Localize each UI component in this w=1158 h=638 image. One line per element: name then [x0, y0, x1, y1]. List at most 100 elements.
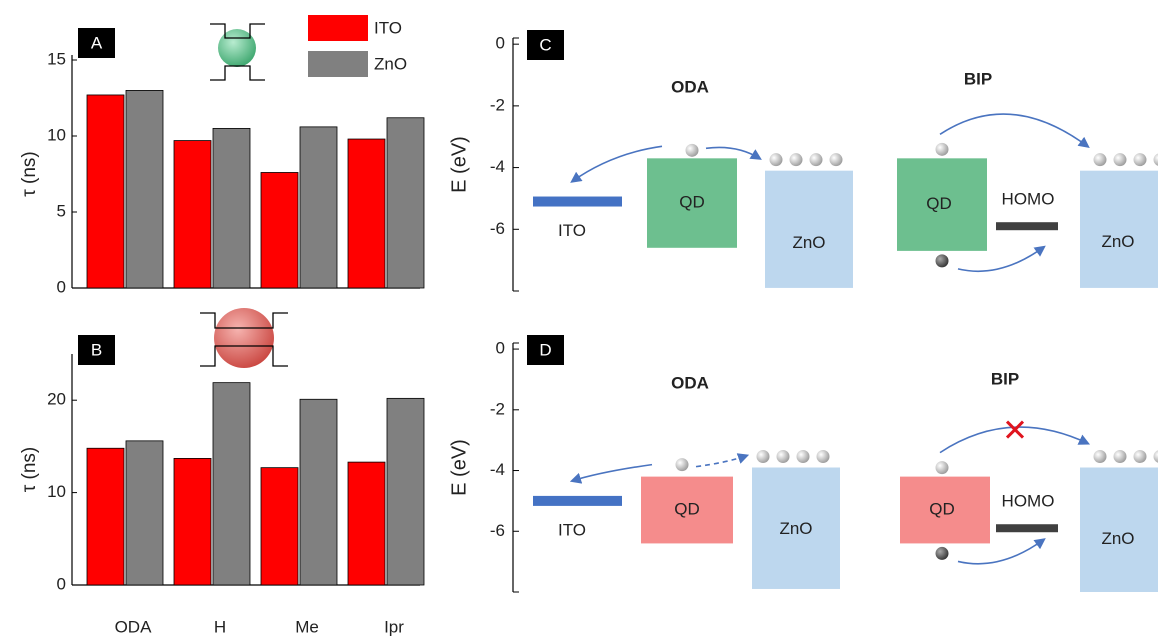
y-tick-label: -4	[490, 157, 505, 176]
qd-label: QD	[926, 194, 952, 213]
x-tick-label: H	[214, 617, 226, 636]
qd-label: QD	[674, 499, 700, 518]
homo-level	[996, 222, 1058, 230]
electron	[676, 458, 689, 471]
bar	[87, 448, 124, 585]
y-tick-label: 10	[47, 125, 66, 144]
electron	[1094, 153, 1107, 166]
bar	[174, 458, 211, 585]
zno-label: ZnO	[779, 519, 812, 538]
y-tick-label: 5	[57, 201, 66, 220]
bar	[387, 118, 424, 288]
bar	[126, 441, 163, 585]
transfer-arrow	[572, 465, 652, 481]
electron	[1094, 450, 1107, 463]
y-tick-label: 0	[496, 339, 505, 358]
x-tick-label: Me	[295, 617, 319, 636]
y-tick-label: 0	[57, 574, 66, 593]
electron	[790, 153, 803, 166]
x-tick-label: ODA	[115, 617, 153, 636]
electron	[1114, 153, 1127, 166]
scheme-title: BIP	[964, 69, 992, 88]
electron	[830, 153, 843, 166]
zno-box	[1080, 171, 1158, 288]
bar	[300, 127, 337, 288]
electron	[777, 450, 790, 463]
y-tick-label: 0	[57, 277, 66, 296]
electron	[686, 144, 699, 157]
panel-label: A	[91, 33, 103, 52]
transfer-arrow	[706, 147, 760, 158]
electron	[1134, 153, 1147, 166]
zno-label: ZnO	[1101, 529, 1134, 548]
scheme-title: ODA	[671, 77, 709, 96]
bar	[261, 468, 298, 585]
y-axis-label: E (eV)	[448, 136, 470, 193]
electron	[936, 461, 949, 474]
panel-label: C	[539, 35, 551, 54]
page: 0 5 10 15 τ (ns) A ITO ZnO 0 10 20 τ (ns) B ODA H Me Ipr…	[0, 0, 1158, 638]
bar	[87, 95, 124, 288]
bar	[261, 172, 298, 288]
transfer-arrow	[940, 114, 1088, 147]
bar	[213, 128, 250, 288]
electron	[1154, 450, 1158, 463]
y-tick-label: 10	[47, 482, 66, 501]
bar	[387, 398, 424, 585]
ito-level	[533, 197, 622, 207]
ito-label: ITO	[558, 221, 586, 240]
electron	[797, 450, 810, 463]
transfer-arrow	[696, 456, 747, 467]
bar	[348, 462, 385, 585]
qd-icon-red	[200, 308, 288, 368]
bar	[300, 399, 337, 585]
y-tick-label: 20	[47, 390, 66, 409]
legend-swatch	[308, 51, 368, 77]
electron	[1114, 450, 1127, 463]
qd-label: QD	[929, 499, 955, 518]
zno-label: ZnO	[792, 233, 825, 252]
scheme-title: BIP	[991, 369, 1019, 388]
qd-label: QD	[679, 193, 705, 212]
blocked-mark	[1007, 422, 1023, 438]
y-tick-label: -2	[490, 95, 505, 114]
electron	[810, 153, 823, 166]
hole	[936, 547, 949, 560]
panel-label: B	[91, 340, 102, 359]
electron	[1154, 153, 1158, 166]
electron	[817, 450, 830, 463]
y-axis-label: τ (ns)	[19, 151, 40, 197]
y-tick-label: 15	[47, 49, 66, 68]
legend-swatch	[308, 15, 368, 41]
y-tick-label: -2	[490, 399, 505, 418]
electron	[770, 153, 783, 166]
figure: 0 5 10 15 τ (ns) A ITO ZnO 0 10 20 τ (ns) B ODA H Me Ipr…	[0, 0, 1158, 638]
legend-label: ITO	[374, 18, 402, 37]
y-axis-label: E (eV)	[448, 439, 470, 496]
bar	[126, 90, 163, 288]
x-tick-label: Ipr	[384, 617, 404, 636]
zno-label: ZnO	[1101, 232, 1134, 251]
ito-label: ITO	[558, 520, 586, 539]
homo-label: HOMO	[1002, 492, 1055, 511]
bar	[348, 139, 385, 288]
homo-level	[996, 524, 1058, 532]
panel-label: D	[539, 340, 551, 359]
electron	[1134, 450, 1147, 463]
y-tick-label: 0	[496, 34, 505, 53]
homo-label: HOMO	[1002, 190, 1055, 209]
y-tick-label: -6	[490, 521, 505, 540]
hole	[936, 254, 949, 267]
electron	[757, 450, 770, 463]
y-axis-label: τ (ns)	[19, 447, 40, 493]
bar	[174, 141, 211, 288]
ito-level	[533, 496, 622, 506]
qd-icon-green	[210, 24, 265, 80]
legend-label: ZnO	[374, 54, 407, 73]
electron	[936, 143, 949, 156]
y-tick-label: -6	[490, 219, 505, 238]
y-tick-label: -4	[490, 460, 505, 479]
zno-box	[765, 171, 853, 288]
bar	[213, 383, 250, 585]
scheme-title: ODA	[671, 373, 709, 392]
